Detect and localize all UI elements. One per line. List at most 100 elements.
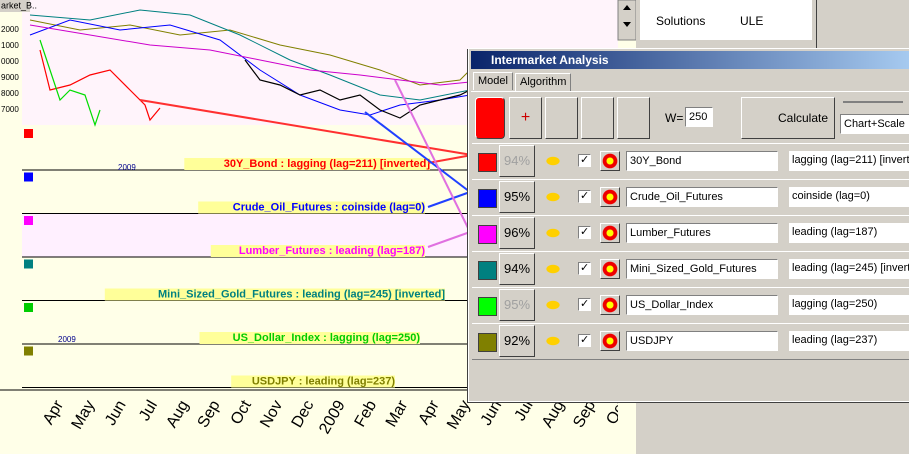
strip-label-bg (199, 332, 420, 344)
checkbox[interactable]: ✓ (578, 154, 591, 167)
clear-button[interactable] (617, 97, 650, 139)
strip-marker (24, 129, 33, 138)
strip-label: US_Dollar_Index : lagging (lag=250) (233, 332, 421, 344)
status-field: coinside (lag=0) (789, 187, 909, 207)
percent: 92% (499, 325, 535, 357)
y-label: 1000 (1, 41, 19, 50)
rows: 94% ✓ 30Y_Bond lagging (lag=211) [inverted]… (469, 143, 909, 399)
target-button[interactable] (600, 223, 620, 243)
copy-button[interactable] (545, 97, 578, 139)
link-arrow (427, 191, 471, 208)
name-input[interactable]: USDJPY (626, 331, 778, 351)
tab-line (471, 91, 909, 92)
y-labels: 2000 1000 0000 9000 8000 7000 (1, 25, 19, 114)
target-button[interactable] (600, 331, 620, 351)
target-button[interactable] (600, 151, 620, 171)
target-button[interactable] (600, 259, 620, 279)
row: 92% ✓ USDJPY leading (lag=237) (472, 323, 909, 360)
row-color (478, 333, 497, 352)
strip-marker (24, 259, 33, 269)
row-color (478, 189, 497, 208)
row: 94% ✓ Mini_Sized_Gold_Futures leading (lag=… (472, 251, 909, 288)
row-color (478, 261, 497, 280)
checkbox[interactable]: ✓ (578, 298, 591, 311)
lag-icon (542, 262, 564, 276)
status-field: leading (lag=187) (789, 223, 909, 243)
name-input[interactable]: Lumber_Futures (626, 223, 778, 243)
price-line (29, 9, 471, 101)
percent: 96% (499, 217, 535, 249)
link-arrow (139, 99, 473, 156)
add-button[interactable]: + (509, 97, 542, 139)
year-label: 2009 (58, 335, 76, 344)
w-input[interactable]: 250 (685, 107, 713, 127)
percent: 95% (499, 181, 535, 213)
y-label: 9000 (1, 73, 19, 82)
w-label: W= (665, 111, 684, 125)
name-input[interactable]: 30Y_Bond (626, 151, 778, 171)
strip-label-bg (198, 201, 425, 214)
row: 95% ✓ Crude_Oil_Futures coinside (lag=0) (472, 179, 909, 216)
lag-icon (542, 190, 564, 204)
link-arrow (394, 79, 471, 233)
strip-marker (24, 303, 33, 312)
strip-label: Mini_Sized_Gold_Futures : leading (lag=2… (158, 288, 445, 300)
price-line (39, 39, 101, 127)
strip-marker (24, 346, 33, 356)
status-field: lagging (lag=250) (789, 295, 909, 315)
calculate-button[interactable]: Calculate (741, 97, 835, 139)
y-label: 2000 (1, 25, 19, 34)
year-label: 2009 (118, 163, 136, 172)
icon-label[interactable]: ULE (740, 14, 764, 28)
row: 94% ✓ 30Y_Bond lagging (lag=211) [inverted] (472, 143, 909, 180)
checkbox[interactable]: ✓ (578, 226, 591, 239)
lag-icon (542, 226, 564, 240)
name-input[interactable]: Mini_Sized_Gold_Futures (626, 259, 778, 279)
window-caption-text: arket_B.. (1, 0, 37, 10)
row-color (478, 225, 497, 244)
scroll-arrows (623, 5, 631, 27)
y-label: 0000 (1, 57, 19, 66)
strip-marker (24, 172, 33, 182)
percent: 94% (499, 145, 535, 177)
strip-label: Lumber_Futures : leading (lag=187) (239, 245, 425, 257)
target-button[interactable] (600, 295, 620, 315)
icon-panel (640, 0, 812, 40)
checkbox[interactable]: ✓ (578, 190, 591, 203)
status-field: lagging (lag=211) [inverted] (789, 151, 909, 171)
row: 95% ✓ US_Dollar_Index lagging (lag=250) (472, 287, 909, 324)
name-input[interactable]: US_Dollar_Index (626, 295, 778, 315)
dialog: Intermarket Analysis Model Algorithm + W… (468, 48, 909, 402)
y-label: 7000 (1, 105, 19, 114)
strip-label-bg (184, 158, 430, 170)
separator (816, 0, 817, 48)
lag-icon (542, 298, 564, 312)
checkbox[interactable]: ✓ (578, 334, 591, 347)
price-line (29, 19, 471, 86)
strip-label-bg (104, 288, 446, 301)
strip-label: 30Y_Bond : lagging (lag=211) [inverted] (224, 158, 431, 170)
save-button[interactable] (581, 97, 614, 139)
color-button[interactable] (475, 97, 505, 139)
strip-marker (24, 216, 33, 225)
tab[interactable]: Model (473, 72, 513, 90)
row: 96% ✓ Lumber_Futures leading (lag=187) (472, 215, 909, 252)
scrollbar[interactable] (617, 0, 636, 41)
name-input[interactable]: Crude_Oil_Futures (626, 187, 778, 207)
price-line (244, 59, 471, 119)
link-arrow (427, 231, 471, 248)
window-caption (0, 0, 30, 12)
lag-icon (542, 334, 564, 348)
desktop-area: Solutions ULE (636, 0, 909, 48)
percent: 95% (499, 289, 535, 321)
row-color (478, 153, 497, 172)
slider[interactable] (843, 101, 903, 103)
y-label: 8000 (1, 89, 19, 98)
tab[interactable]: Algorithm (515, 73, 572, 91)
checkbox[interactable]: ✓ (578, 262, 591, 275)
view-select[interactable]: Chart+Scale (840, 114, 909, 134)
link-arrow (364, 111, 471, 193)
target-button[interactable] (600, 187, 620, 207)
icon-label[interactable]: Solutions (656, 14, 706, 28)
